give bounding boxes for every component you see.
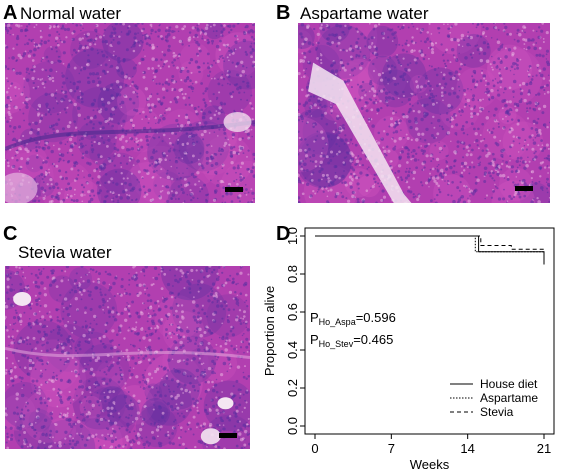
survival-line-aspartame [315,235,544,253]
x-axis-label: Weeks [410,457,450,471]
y-tick-label: 1.0 [285,227,300,245]
y-tick-label: 0.4 [285,341,300,359]
panel-d-letter: D [276,223,291,245]
plot-frame [304,227,555,435]
panel-b-title: Aspartame water [300,4,429,23]
x-tick-label: 7 [388,441,395,456]
x-tick-label: 0 [311,441,318,456]
legend-label: House diet [480,377,538,391]
y-tick-label: 0.6 [285,303,300,321]
y-axis-label: Proportion alive [262,286,277,376]
survival-line-house-diet [315,235,545,265]
y-tick-label: 0.8 [285,265,300,283]
micrograph-stevia-water-image [5,266,250,449]
micrograph-aspartame-water [298,23,550,203]
p-value-annotation: PHo_Stev=0.465 [310,332,393,349]
y-tick-label: 0.0 [285,417,300,435]
panel-a-title: Normal water [20,4,122,23]
panel-b-letter: B [276,2,291,24]
micrograph-normal-water [5,23,255,203]
scale-bar-c [219,433,237,438]
micrograph-aspartame-water-image [298,23,550,203]
survival-line-stevia [315,235,544,250]
micrograph-stevia-water [5,266,250,449]
panel-a-letter: A [3,2,18,24]
x-tick-label: 14 [460,441,474,456]
scale-bar-a [225,187,243,192]
panel-c-letter: C [3,223,18,245]
legend-label: Stevia [480,405,514,419]
p-value-annotation: PHo_Aspa=0.596 [310,310,396,327]
survival-chart: 0.0 0.2 0.4 0.6 0.8 1.0 0 7 14 21 Weeks Proportion … [262,227,555,471]
micrograph-normal-water-image [5,23,255,203]
legend-label: Aspartame [480,391,538,405]
y-tick-label: 0.2 [285,379,300,397]
panel-c-title: Stevia water [18,243,112,262]
scale-bar-b [515,186,533,191]
x-tick-label: 21 [537,441,551,456]
